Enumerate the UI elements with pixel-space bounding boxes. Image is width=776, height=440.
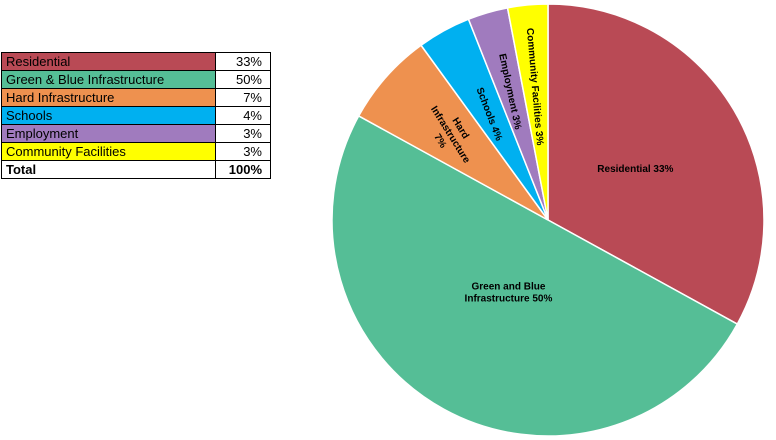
pie-slice [331,114,739,437]
table-total-row: Total 100% [1,160,271,179]
row-value-employment: 3% [215,124,271,143]
row-value-residential: 33% [215,52,271,71]
table-row: Residential 33% [1,52,271,71]
row-label-community-facilities: Community Facilities [1,142,216,161]
pie-slice-label: Residential 33% [597,164,673,175]
row-value-hard-infrastructure: 7% [215,88,271,107]
pie-slices [331,3,765,437]
row-label-residential: Residential [1,52,216,71]
row-label-employment: Employment [1,124,216,143]
total-value: 100% [215,160,271,179]
legend-table-body: Residential 33% Green & Blue Infrastruct… [1,52,271,179]
total-label: Total [1,160,216,179]
table-row: Schools 4% [1,106,271,125]
table-row: Community Facilities 3% [1,142,271,161]
row-value-community-facilities: 3% [215,142,271,161]
table-row: Employment 3% [1,124,271,143]
legend-table: Residential 33% Green & Blue Infrastruct… [1,52,271,179]
pie-slice-label: Green and Blue Infrastructure 50% [465,281,553,304]
pie-slice [547,3,765,326]
row-label-schools: Schools [1,106,216,125]
pie-slice [506,3,549,221]
